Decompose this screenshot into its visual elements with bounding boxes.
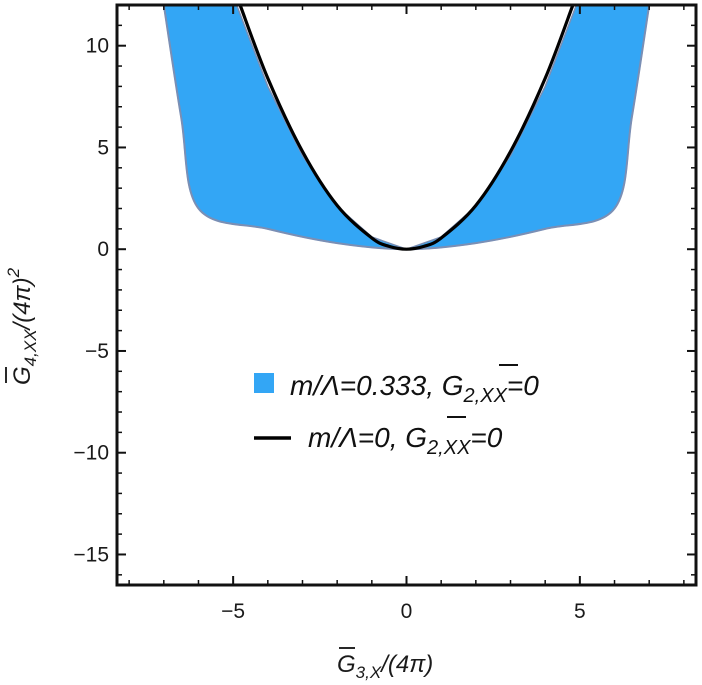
legend-band-prefix: m/Λ=0.333, [290,370,442,401]
x-tick-label: −5 [221,600,245,623]
x-tick-label: 0 [401,600,413,623]
line-series [238,4,575,251]
y-axis-label: G4,XX/(4π)2 [4,267,40,385]
legend: m/Λ=0.333, G2,XX=0 m/Λ=0, G2,XX=0 [254,364,539,459]
y-axis-label-rest: /(4π) [9,277,36,331]
y-axis-label-group: G4,XX/(4π)2 [4,267,40,385]
y-axis-label-sup: 2 [4,267,23,278]
legend-band-g: G [442,370,464,401]
legend-line-sub: 2,XX [426,437,471,459]
y-tick-label: 0 [97,238,109,261]
y-tick-label: −15 [73,543,109,566]
line-layer [238,4,575,251]
x-axis-label: G3,X/(4π) [337,651,433,682]
y-tick-label: 5 [97,136,109,159]
x-tick-labels: −5 0 5 [221,600,586,623]
y-axis-label-main: G [9,366,36,385]
y-tick-label: 10 [86,35,109,58]
legend-band-eq: =0 [507,370,539,401]
legend-line-g: G [405,422,427,453]
x-tick-label: 5 [574,600,586,623]
y-tick-labels: 10 5 0 −5 −10 −15 [73,35,109,567]
legend-line-eq: =0 [470,422,502,453]
x-axis-label-rest: /(4π) [379,651,433,678]
legend-line-prefix: m/Λ=0, [308,422,405,453]
y-tick-label: −10 [73,442,109,465]
legend-band-sub: 2,XX [463,385,508,407]
legend-entry-band: m/Λ=0.333, G2,XX=0 [290,370,539,407]
x-axis-label-sub: 3,X [356,663,382,682]
y-tick-label: −5 [85,340,109,363]
axis-ticks [117,4,696,585]
legend-entry-line: m/Λ=0, G2,XX=0 [308,422,503,459]
x-axis-label-main: G [337,651,356,678]
legend-swatch-band [254,373,274,393]
y-axis-label-sub: 4,XX [21,329,40,367]
